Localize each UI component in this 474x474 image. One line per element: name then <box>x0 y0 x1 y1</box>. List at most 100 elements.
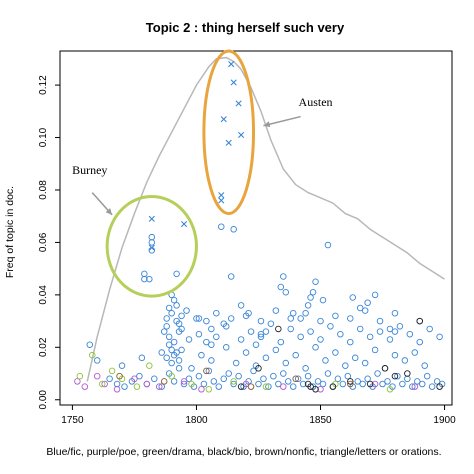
data-point-fic <box>195 315 203 322</box>
data-point-fic <box>396 323 404 330</box>
data-point-fic <box>225 370 232 377</box>
data-point-fic <box>245 309 252 317</box>
data-point-fic <box>218 223 225 230</box>
y-tick-label: 0.06 <box>38 232 49 252</box>
data-point-fic <box>359 380 366 388</box>
data-point-fic <box>222 344 230 351</box>
x-tick-label: 1900 <box>433 415 456 426</box>
data-point-fic <box>195 330 203 338</box>
data-point-nonfic <box>247 383 255 390</box>
data-point-fic <box>366 333 374 341</box>
data-point-drama <box>205 386 213 393</box>
data-point-drama <box>98 380 106 388</box>
data-point-fic <box>230 380 237 388</box>
data-point-fic <box>289 383 297 390</box>
data-point-fic <box>237 302 245 309</box>
data-point-fic <box>185 375 193 383</box>
data-point-poe <box>411 383 419 390</box>
data-point-fic-cross <box>238 131 245 139</box>
data-point-fic <box>113 380 121 388</box>
y-tick-label: 0.00 <box>38 390 49 410</box>
data-point-fic <box>297 333 304 341</box>
data-point-drama <box>108 367 116 375</box>
data-point-fic-cross <box>228 61 235 68</box>
data-point-fic <box>339 380 347 388</box>
data-point-fic <box>148 239 156 246</box>
data-point-nonfic <box>203 367 210 375</box>
data-point-fic <box>121 383 128 390</box>
data-point-fic <box>160 328 168 335</box>
data-point-fic <box>165 341 173 348</box>
x-tick-label: 1750 <box>61 415 84 426</box>
data-point-drama <box>230 378 237 385</box>
data-point-bio <box>312 386 319 393</box>
data-point-poe <box>371 380 379 388</box>
data-point-fic <box>208 325 215 333</box>
data-point-drama <box>262 383 270 390</box>
data-point-fic <box>227 315 235 322</box>
data-point-fic <box>314 378 322 385</box>
data-point-bio <box>381 365 389 372</box>
data-point-poe <box>180 378 188 385</box>
data-point-fic <box>411 349 419 356</box>
data-point-fic <box>175 357 183 364</box>
data-point-fic <box>280 370 287 377</box>
data-point-fic <box>371 346 379 354</box>
data-point-fic <box>255 380 262 388</box>
data-point-fic <box>384 378 391 385</box>
data-point-fic <box>203 338 210 346</box>
data-point-fic <box>364 299 371 306</box>
data-point-fic <box>235 372 242 380</box>
data-point-fic-cross <box>218 197 225 204</box>
data-point-fic <box>195 372 203 380</box>
data-point-fic <box>257 317 265 325</box>
data-point-fic <box>324 370 332 377</box>
data-point-fic <box>168 359 175 367</box>
data-point-fic <box>312 344 319 351</box>
data-point-fic <box>391 328 399 335</box>
data-point-fic <box>418 380 426 388</box>
austen-highlight-ellipse <box>202 49 256 216</box>
data-point-fic <box>285 378 292 385</box>
y-tick-label: 0.02 <box>38 337 49 357</box>
data-point-fic <box>178 325 185 333</box>
data-point-fic <box>227 273 235 280</box>
data-point-fic <box>158 349 165 356</box>
data-point-fic <box>208 357 215 364</box>
data-point-fic <box>324 241 332 249</box>
data-point-fic <box>136 372 143 380</box>
data-point-fic <box>193 315 200 322</box>
chart-caption: Blue/fic, purple/poe, green/drama, black… <box>46 446 441 458</box>
data-point-fic <box>302 365 309 372</box>
data-point-fic <box>185 336 193 343</box>
data-point-fic-cross <box>225 139 232 146</box>
data-point-fic <box>188 365 195 372</box>
data-point-fic <box>349 294 357 301</box>
data-point-fic <box>247 328 255 335</box>
data-point-nonfic <box>292 375 299 383</box>
data-point-fic <box>183 307 190 314</box>
data-point-fic <box>356 304 364 312</box>
data-point-fic <box>213 309 220 317</box>
burney-annotation: Burney <box>72 163 107 177</box>
data-point-fic <box>287 315 294 322</box>
data-point-fic <box>118 362 126 369</box>
data-point-fic <box>317 317 324 325</box>
data-point-bio <box>416 317 423 325</box>
data-point-fic <box>309 288 317 296</box>
data-point-drama <box>386 386 394 393</box>
data-point-fic-cross <box>218 192 225 199</box>
data-point-fic <box>280 273 287 280</box>
data-point-fic <box>379 380 386 388</box>
data-point-nonfic <box>347 380 354 388</box>
data-point-fic <box>332 312 339 320</box>
data-point-fic <box>428 383 436 390</box>
data-point-fic <box>319 296 327 304</box>
data-point-fic <box>344 372 352 380</box>
data-point-fic <box>386 336 394 343</box>
data-point-fic <box>332 349 339 356</box>
x-tick-label: 1850 <box>309 415 332 426</box>
data-point-fic <box>356 325 364 333</box>
data-point-fic <box>289 309 297 317</box>
data-point-fic <box>282 288 290 296</box>
